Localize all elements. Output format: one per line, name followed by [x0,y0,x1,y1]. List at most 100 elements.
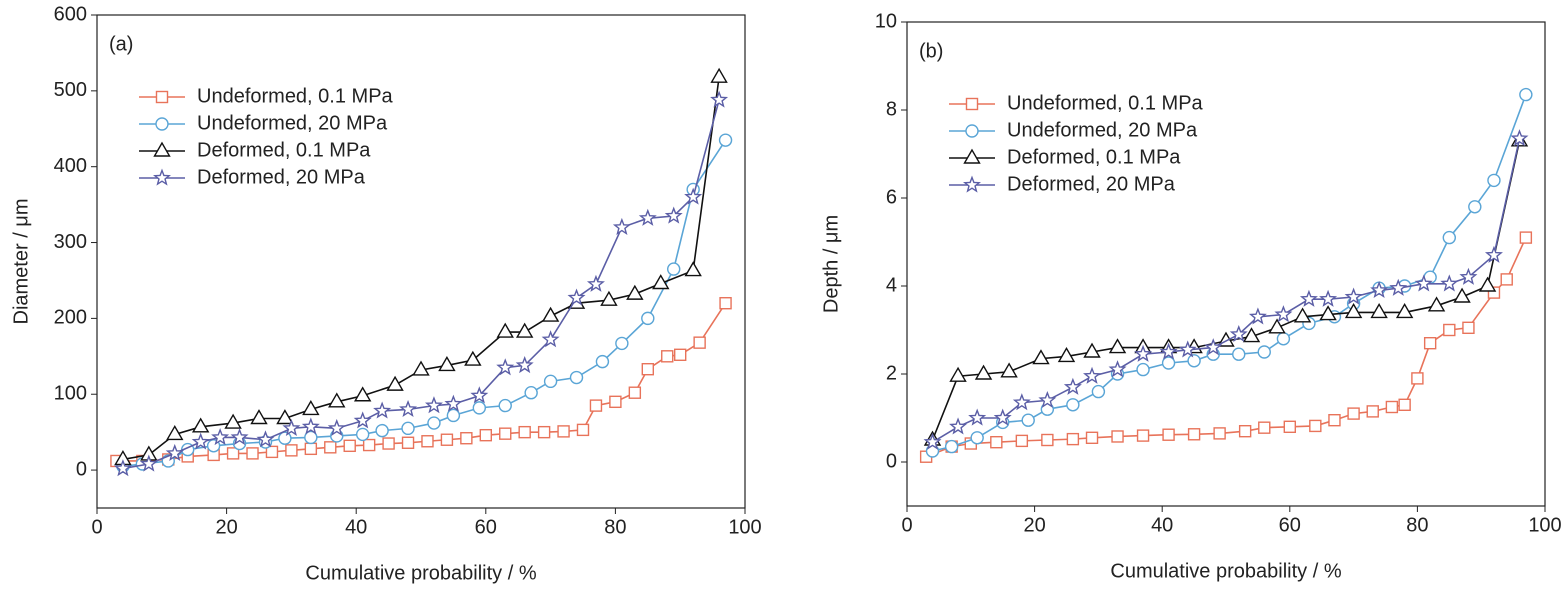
marker-circle [498,398,512,413]
marker-square [1366,405,1379,418]
marker-star [1012,393,1031,411]
y-tick-label: 2 [886,362,897,384]
marker-square [362,438,376,452]
x-tick-label: 20 [1023,514,1045,536]
marker-triangle [1370,302,1388,319]
marker-star [684,187,703,205]
marker-circle [1487,173,1501,188]
marker-star [139,454,158,472]
legend-label: Undeformed, 20 MPa [197,112,388,134]
marker-star [1038,390,1057,409]
legend-label: Undeformed, 0.1 MPa [1007,92,1204,114]
marker-square [1041,433,1054,447]
x-tick-label: 0 [901,514,912,536]
marker-square [440,433,454,446]
marker-star [191,432,210,450]
marker-triangle [1453,287,1471,303]
legend-marker [963,148,981,164]
marker-triangle [353,386,372,402]
marker-square [479,428,492,442]
marker-circle [1161,356,1176,370]
marker-triangle [1344,302,1363,319]
marker-star [424,396,443,414]
marker-star [923,432,942,450]
marker-square [1519,231,1533,244]
marker-star [1204,338,1223,356]
marker-star [1370,280,1389,299]
x-tick-label: 80 [604,516,626,538]
marker-square [1213,427,1226,440]
marker-star [1440,274,1459,292]
marker-triangle [1268,318,1286,334]
marker-star [1083,366,1102,384]
y-tick-label: 200 [54,307,87,329]
y-tick-label: 0 [886,450,897,472]
marker-star [1159,342,1178,360]
marker-square [1487,286,1501,299]
marker-triangle [328,392,346,408]
marker-circle [1021,413,1035,427]
y-axis-label: Depth / μm [820,215,842,313]
marker-star [282,418,301,437]
marker-circle [569,370,584,385]
legend-marker [153,168,171,186]
marker-square [324,441,337,454]
marker-triangle [1427,296,1446,312]
y-tick-label: 0 [76,458,87,480]
marker-triangle [166,425,184,441]
marker-circle [667,262,681,276]
marker-circle [1519,87,1533,102]
marker-star [710,90,729,108]
marker-triangle [600,290,618,306]
marker-triangle [1057,346,1076,363]
marker-square [1309,419,1322,433]
marker-triangle [1395,302,1414,319]
marker-square [990,436,1003,449]
x-tick-label: 100 [728,516,761,538]
x-tick-label: 0 [91,516,102,538]
marker-circle [401,421,415,436]
marker-square [576,423,590,437]
marker-circle [1187,354,1201,368]
x-axis-label: Cumulative probability / % [305,562,536,584]
marker-circle [355,427,370,442]
marker-square [1066,432,1080,446]
marker-triangle [1000,362,1018,378]
marker-star [1248,307,1267,325]
legend-marker [965,124,979,138]
marker-circle [1442,230,1457,245]
legend-marker [155,117,169,131]
marker-circle [304,430,318,445]
marker-circle [1136,362,1150,377]
marker-star [353,411,372,429]
marker-star [373,401,392,419]
marker-square [285,444,298,457]
marker-triangle [496,322,514,338]
marker-triangle [412,360,430,376]
marker-star [1484,245,1503,263]
series-line [122,77,720,461]
marker-square [1411,372,1424,385]
marker-square [304,442,318,456]
series-line [122,139,727,468]
marker-square [421,435,434,448]
marker-square [1283,420,1297,433]
marker-square [661,350,674,363]
legend-marker [963,175,981,193]
marker-triangle [224,413,242,429]
marker-triangle [626,284,644,300]
marker-triangle [684,261,702,277]
marker-circle [1257,345,1271,359]
legend-label: Undeformed, 20 MPa [1007,119,1198,141]
marker-square [1328,414,1341,427]
marker-triangle [1108,338,1127,354]
marker-square [1462,321,1475,334]
marker-triangle [949,366,967,382]
legend-label: Deformed, 20 MPa [1007,173,1176,195]
plot-frame [906,21,1546,507]
marker-triangle [515,322,534,338]
marker-triangle [464,350,482,366]
marker-square [1111,430,1124,443]
marker-star [515,355,534,374]
